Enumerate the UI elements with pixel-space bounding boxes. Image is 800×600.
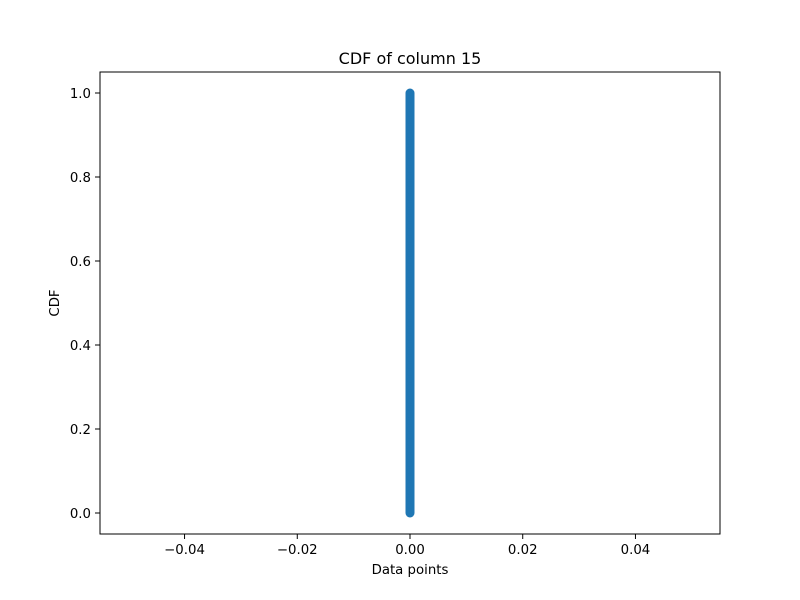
cdf-point [407,181,413,187]
cdf-point [407,426,413,432]
cdf-point [407,503,413,509]
cdf-point [407,195,413,201]
cdf-point [407,419,413,425]
cdf-point [407,489,413,495]
cdf-point [407,230,413,236]
cdf-point [407,272,413,278]
x-axis: −0.04 −0.02 0.00 0.02 0.04 [164,534,650,558]
y-tick-label: 0.8 [70,171,91,186]
cdf-point [407,160,413,166]
cdf-point [407,412,413,418]
cdf-point [407,342,413,348]
y-axis: 0.0 0.2 0.4 0.6 0.8 1.0 [70,87,100,522]
cdf-point [407,335,413,341]
cdf-point [407,111,413,117]
y-tick-label: 0.0 [70,507,91,522]
cdf-point [407,265,413,271]
cdf-point [407,321,413,327]
cdf-point [407,251,413,257]
cdf-point [407,496,413,502]
cdf-point [407,314,413,320]
cdf-point [407,468,413,474]
cdf-point [407,223,413,229]
cdf-point [407,300,413,306]
cdf-point [407,510,413,516]
cdf-point [407,153,413,159]
cdf-point [407,475,413,481]
cdf-point [407,167,413,173]
cdf-point [407,405,413,411]
cdf-point [407,279,413,285]
cdf-point [407,377,413,383]
cdf-point [407,293,413,299]
cdf-point [407,454,413,460]
cdf-point [407,356,413,362]
cdf-point [407,447,413,453]
cdf-point [407,216,413,222]
y-tick-label: 0.4 [70,339,91,354]
y-tick-label: 1.0 [70,87,91,102]
cdf-point [407,398,413,404]
cdf-point [407,90,413,96]
cdf-point [407,104,413,110]
cdf-point [407,433,413,439]
cdf-point [407,384,413,390]
x-axis-label: Data points [372,563,449,578]
cdf-point [407,146,413,152]
cdf-point [407,139,413,145]
cdf-point [407,132,413,138]
cdf-point [407,174,413,180]
cdf-point [407,244,413,250]
cdf-point [407,349,413,355]
x-tick-label: −0.04 [164,543,205,558]
cdf-point [407,118,413,124]
cdf-point [407,202,413,208]
y-axis-label: CDF [48,289,63,316]
cdf-point [407,307,413,313]
cdf-point [407,258,413,264]
x-tick-label: 0.02 [508,543,538,558]
cdf-point [407,286,413,292]
cdf-point [407,97,413,103]
cdf-point [407,188,413,194]
cdf-point [407,125,413,131]
cdf-point [407,237,413,243]
y-tick-label: 0.6 [70,255,91,270]
cdf-point [407,482,413,488]
cdf-point [407,440,413,446]
cdf-point [407,363,413,369]
plot-area [99,71,721,535]
x-tick-label: 0.04 [621,543,651,558]
x-tick-label: −0.02 [277,543,318,558]
cdf-point [407,370,413,376]
cdf-point [407,328,413,334]
y-tick-label: 0.2 [70,423,91,438]
cdf-point [407,391,413,397]
x-tick-label: 0.00 [395,543,425,558]
cdf-point [407,461,413,467]
chart-title: CDF of column 15 [339,49,482,68]
cdf-point [407,209,413,215]
